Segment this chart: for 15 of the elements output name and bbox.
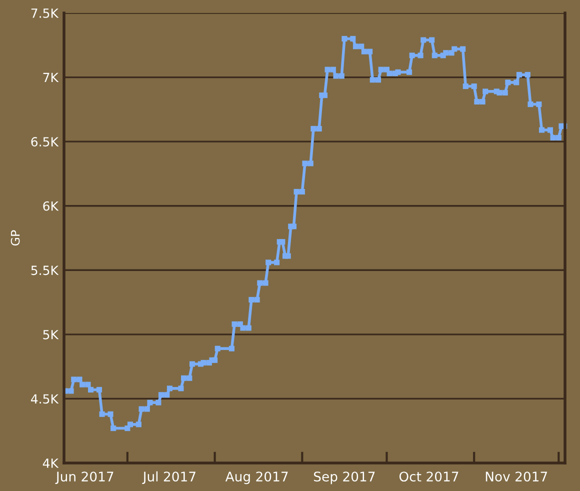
y-tick-label: 6K bbox=[43, 201, 59, 211]
y-tick-label: 5K bbox=[43, 330, 59, 340]
x-tick-label: Aug 2017 bbox=[225, 472, 288, 484]
y-tick-label: 4K bbox=[42, 458, 59, 468]
x-tick-label: Jul 2017 bbox=[142, 471, 196, 484]
y-tick-label: 7K bbox=[43, 72, 59, 82]
y-tick-label: 4.5K bbox=[30, 394, 59, 404]
y-axis-title: GP bbox=[10, 230, 20, 246]
x-tick-label: Jun 2017 bbox=[55, 472, 114, 484]
x-tick-label: Sep 2017 bbox=[314, 472, 375, 484]
x-tick-label: Nov 2017 bbox=[486, 472, 548, 482]
y-tick-label: 6.5K bbox=[31, 137, 59, 146]
y-tick-label: 7.5K bbox=[31, 8, 59, 18]
y-tick-label: 5.5K bbox=[31, 266, 59, 276]
x-tick-label: Oct 2017 bbox=[399, 472, 458, 482]
